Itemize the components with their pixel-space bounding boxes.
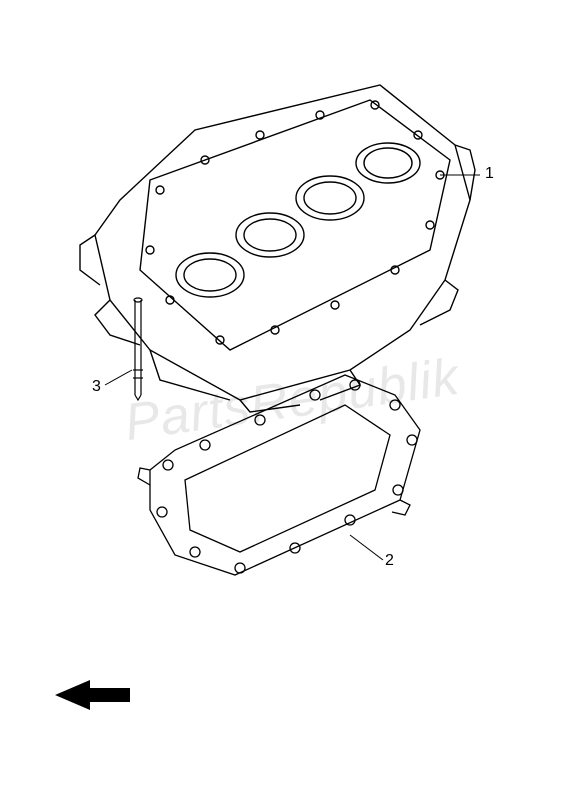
- callout-2: 2: [385, 552, 394, 570]
- cylinder-block: [80, 85, 475, 412]
- bore-4: [356, 143, 420, 183]
- bore-2: [236, 213, 304, 257]
- orientation-arrow: [55, 680, 130, 710]
- bore-1: [176, 253, 244, 297]
- base-gasket: [138, 375, 420, 575]
- leader-lines: [105, 175, 480, 560]
- parts-diagram: [0, 0, 584, 800]
- diagram-container: PartsRepublik: [0, 0, 584, 800]
- callout-1: 1: [485, 165, 494, 183]
- dowel-pin: [133, 298, 143, 400]
- bore-3: [296, 176, 364, 220]
- callout-3: 3: [92, 378, 101, 396]
